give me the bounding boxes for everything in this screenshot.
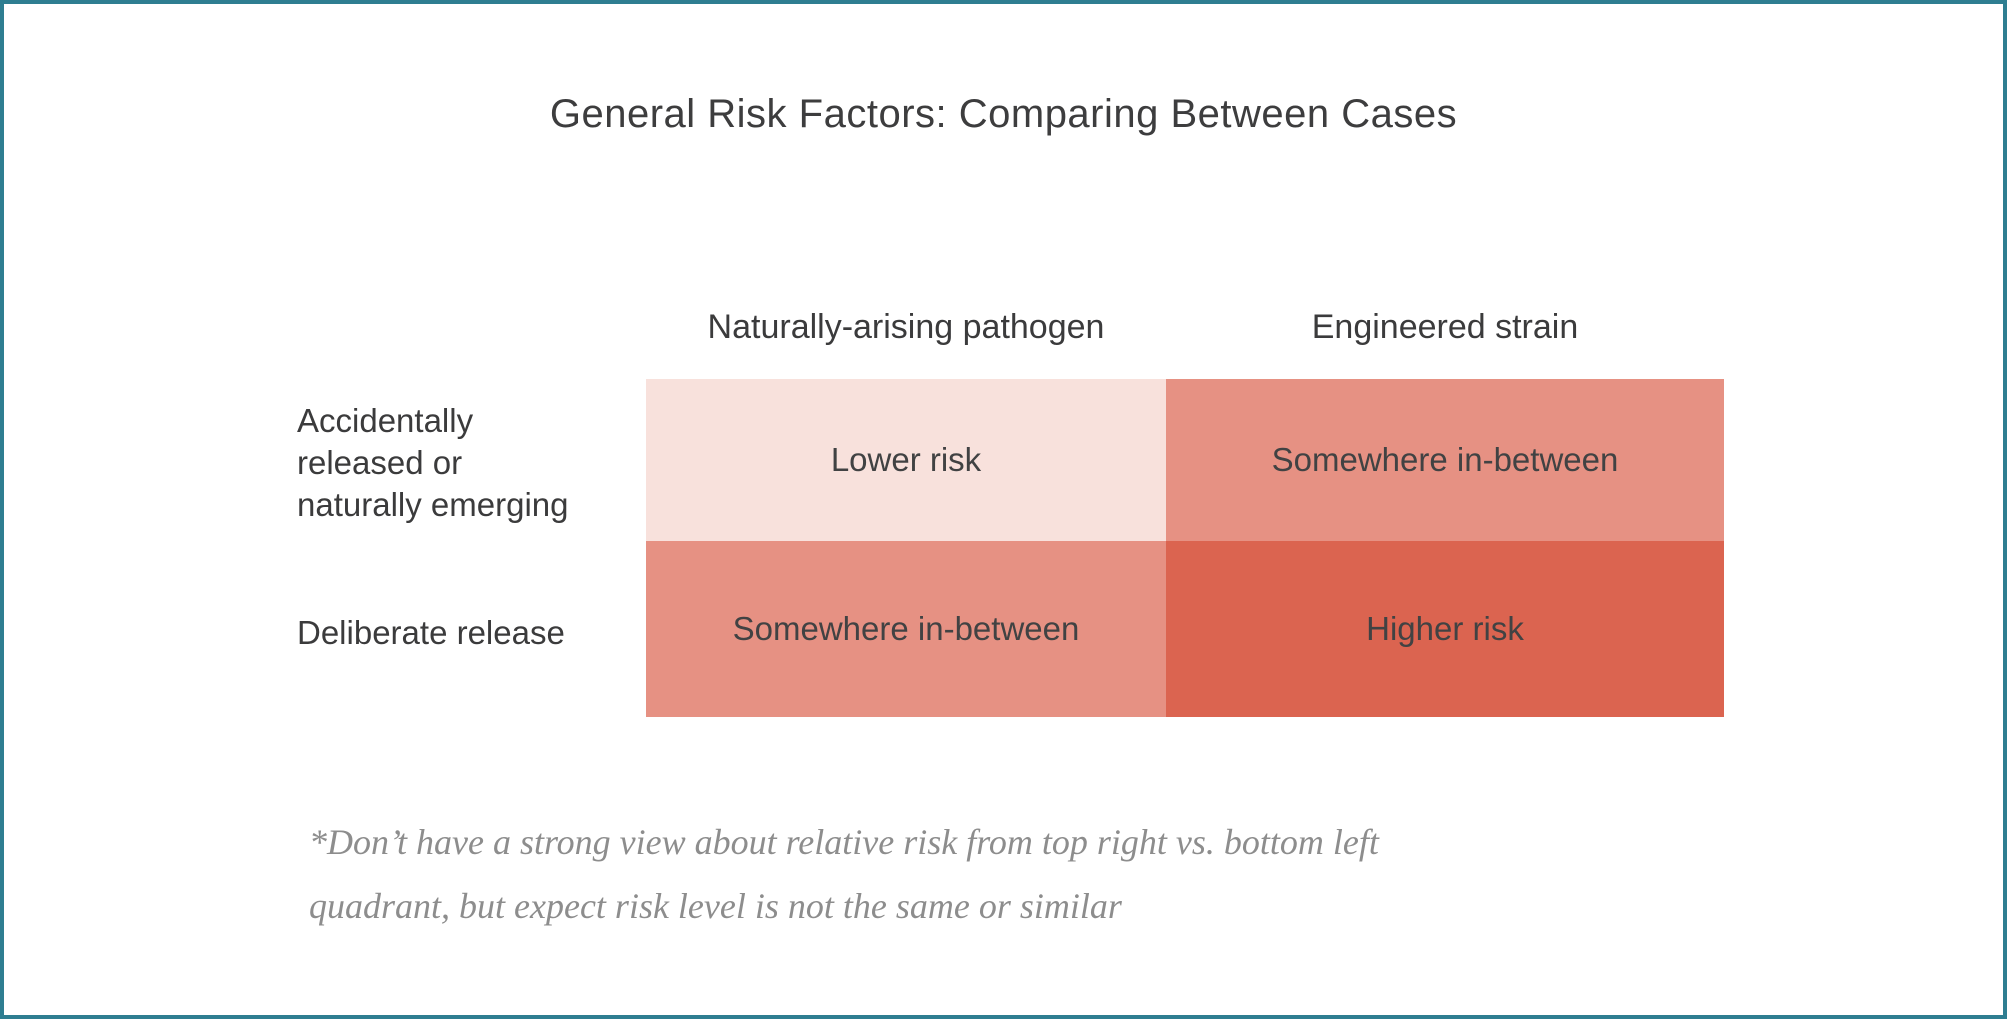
slide-title: General Risk Factors: Comparing Between … [549, 92, 1458, 136]
row-header-accidentally-released: Accidentally released or naturally emerg… [297, 402, 569, 523]
matrix-cell-label: Somewhere in-between [1271, 441, 1619, 478]
matrix-cell-top-right-in-between: Somewhere in-between [1166, 379, 1724, 541]
footnote-text: *Don’t have a strong view about relative… [309, 822, 1379, 926]
matrix-cell-top-left-lower-risk: Lower risk [646, 379, 1166, 541]
matrix-cell-label: Somewhere in-between [732, 610, 1080, 647]
matrix-cell-label: Lower risk [830, 441, 982, 478]
matrix-cell-bottom-right-higher-risk: Higher risk [1166, 541, 1724, 717]
column-header-naturally-arising-pathogen: Naturally-arising pathogen [707, 308, 1105, 346]
matrix-cell-bottom-left-in-between: Somewhere in-between [646, 541, 1166, 717]
matrix-cell-label: Higher risk [1366, 610, 1524, 647]
column-header-engineered-strain: Engineered strain [1311, 308, 1579, 346]
row-header-deliberate-release: Deliberate release [297, 614, 565, 651]
risk-matrix-grid: Lower risk Somewhere in-between Somewher… [646, 379, 1724, 717]
